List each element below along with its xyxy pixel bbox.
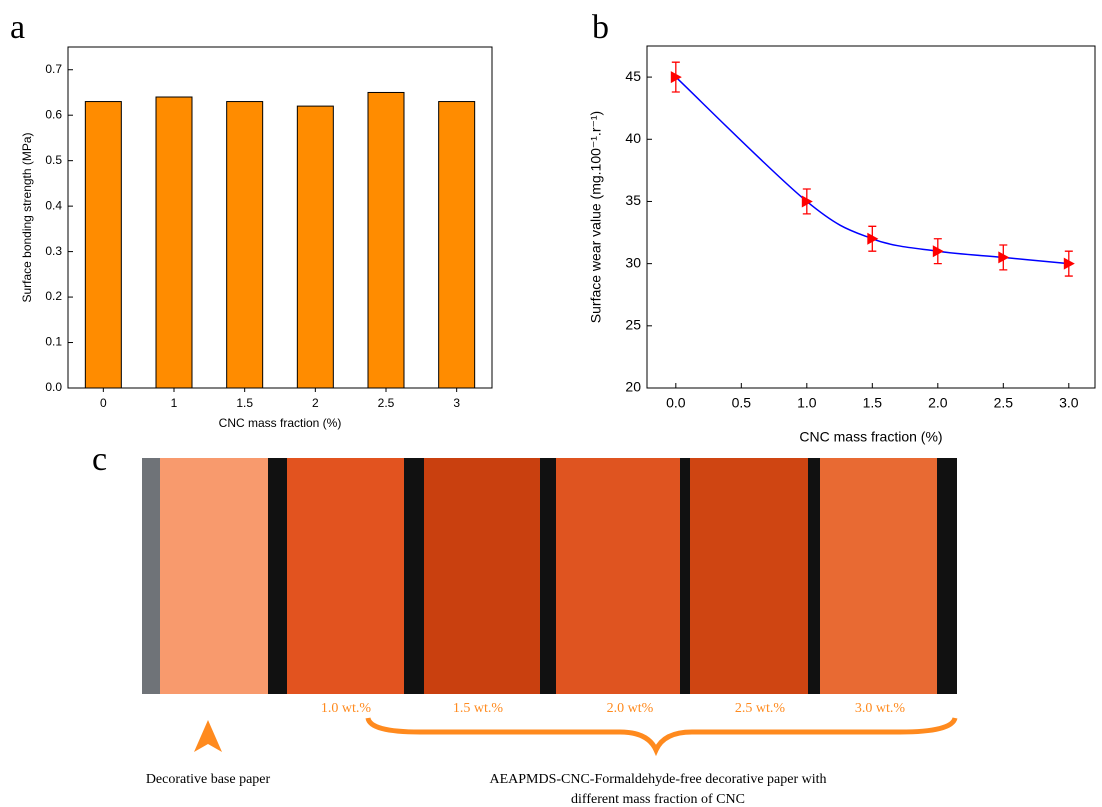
bar: [226, 101, 264, 389]
marker: [998, 251, 1010, 264]
y-axis-label: Surface wear value (mg.100⁻¹.r⁻¹): [588, 111, 604, 323]
y-tick-label: 20: [625, 379, 641, 395]
x-tick-label: 0.5: [732, 395, 752, 411]
y-tick-label: 0.0: [45, 380, 62, 394]
y-tick-label: 35: [625, 192, 641, 208]
photo-label: different mass fraction of CNC: [571, 792, 745, 807]
marker: [670, 71, 682, 84]
x-tick-label: 2: [312, 396, 319, 410]
bar: [438, 101, 476, 389]
y-tick-label: 0.4: [45, 198, 62, 212]
y-tick-label: 0.1: [45, 335, 62, 349]
y-tick-label: 40: [625, 130, 641, 146]
bar: [296, 105, 334, 389]
y-tick-label: 0.2: [45, 289, 62, 303]
x-axis-label: CNC mass fraction (%): [219, 416, 342, 430]
photo-label: AEAPMDS-CNC-Formaldehyde-free decorative…: [489, 772, 826, 787]
marker: [867, 232, 879, 245]
x-axis-label: CNC mass fraction (%): [799, 429, 942, 445]
x-tick-label: 2.0: [928, 395, 948, 411]
y-tick-label: 0.3: [45, 244, 62, 258]
marker: [932, 245, 944, 258]
x-tick-label: 1.0: [797, 395, 817, 411]
x-tick-label: 1.5: [863, 395, 883, 411]
y-tick-label: 0.6: [45, 107, 62, 121]
x-tick-label: 3: [453, 396, 460, 410]
photo: [142, 458, 958, 757]
x-tick-label: 0.0: [666, 395, 686, 411]
x-tick-label: 3.0: [1059, 395, 1079, 411]
marker: [801, 195, 813, 208]
bar: [84, 101, 122, 389]
y-axis-label: Surface bonding strength (MPa): [20, 132, 34, 302]
x-tick-label: 1: [171, 396, 178, 410]
strip-label: 3.0 wt.%: [855, 701, 906, 716]
strip-label: 1.0 wt.%: [321, 701, 372, 716]
strip-label: 2.0 wt%: [607, 701, 654, 716]
bar: [155, 96, 193, 389]
plot-frame: [67, 46, 493, 389]
strip-label: 1.5 wt.%: [453, 701, 504, 716]
bar: [367, 91, 405, 389]
y-tick-label: 25: [625, 317, 641, 333]
strip-label: 2.5 wt.%: [735, 701, 786, 716]
panel-label: b: [592, 9, 609, 46]
y-tick-label: 45: [625, 68, 641, 84]
y-tick-label: 0.5: [45, 153, 62, 167]
plot-frame: [646, 45, 1096, 389]
y-tick-label: 30: [625, 254, 641, 270]
x-tick-label: 0: [100, 396, 107, 410]
y-tick-label: 0.7: [45, 62, 62, 76]
x-tick-label: 1.5: [236, 396, 253, 410]
marker: [1063, 257, 1075, 270]
photo-label: Decorative base paper: [146, 772, 271, 787]
panel-label: a: [10, 9, 25, 46]
x-tick-label: 2.5: [994, 395, 1014, 411]
panel-label: c: [92, 441, 107, 478]
x-tick-label: 2.5: [378, 396, 395, 410]
